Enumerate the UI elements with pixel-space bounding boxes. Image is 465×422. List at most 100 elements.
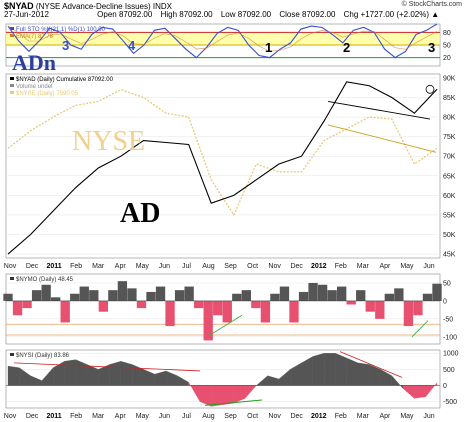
nysi-x-tick-label: Mar [357, 413, 370, 420]
nysi-x-tick-label: Aug [202, 413, 215, 420]
nysi-area-segment [323, 353, 336, 386]
price-tick-label: 45K [443, 252, 456, 259]
nymo-tick-label: 0 [443, 298, 447, 305]
price-x-tick-label: May [400, 263, 414, 270]
wave-label: 1 [265, 40, 272, 55]
nysi-area-segment [64, 359, 76, 386]
nymo-bar [3, 293, 13, 301]
nysi-x-tick-label: 2012 [311, 413, 327, 420]
price-legend-swatch [10, 77, 14, 80]
sto-band [6, 32, 440, 45]
nymo-bar [422, 293, 433, 301]
nymo-bar [270, 293, 280, 301]
nymo-bar [31, 290, 42, 301]
nymo-bar [346, 300, 356, 305]
price-tick-label: 60K [443, 193, 456, 200]
price-panel [5, 73, 441, 259]
nymo-bar [251, 300, 261, 309]
sto-legend-entry: EMA(7) 87.78 [16, 34, 54, 40]
nysi-legend-swatch [10, 353, 14, 356]
nymo-bar [394, 288, 404, 301]
nymo-bar [213, 300, 223, 316]
sto-k-line [7, 23, 438, 59]
sto-legend-entry: Full STO %K(21,1) %D(1) 100.00 [16, 27, 106, 33]
price-legend-swatch [10, 91, 14, 94]
sto-legend-swatch [10, 34, 14, 37]
wave-label: 3 [62, 38, 69, 53]
nymo-bar [60, 300, 70, 323]
nysi-tick-label: -500 [443, 399, 457, 406]
nymo-bar [117, 281, 128, 301]
nymo-bar [241, 290, 251, 301]
annotation-nyse: NYSE [72, 126, 145, 157]
price-tick-label: 55K [443, 212, 456, 219]
wave-label: 3 [428, 40, 435, 55]
nymo-bar [432, 283, 442, 301]
nymo-bar [365, 300, 375, 312]
nymo-bar [356, 290, 366, 301]
price-legend-swatch [10, 84, 14, 87]
price-tick-label: 70K [443, 154, 456, 161]
price-x-tick-label: Feb [335, 263, 347, 270]
nysi-area-segment [357, 362, 370, 386]
chart-title-row: $NYAD (NYSE Advance-Decline Issues) INDX [4, 1, 462, 11]
sto-tick-label: 20 [443, 55, 451, 62]
nysi-x-tick-label: Dec [290, 413, 303, 420]
nymo-bar [298, 291, 309, 301]
price-x-tick-label: Mar [357, 263, 370, 270]
nymo-bar [384, 293, 394, 301]
nymo-bar [184, 286, 194, 301]
nysi-area-segment [346, 357, 359, 386]
price-x-tick-label: Sep [224, 263, 237, 270]
nysi-x-tick-label: Dec [26, 413, 39, 420]
nymo-bar [203, 300, 213, 341]
nymo-bar [308, 282, 318, 301]
nysi-tick-label: 1000 [443, 351, 459, 358]
nymo-legend-entry: $NYMO (Daily) 48.45 [16, 277, 74, 283]
nysi-x-tick-label: Nov [4, 413, 17, 420]
nysi-area-segment [7, 365, 20, 386]
nymo-bar [279, 286, 290, 301]
nysi-area-segment [312, 353, 325, 386]
annotation-ad: AD [120, 198, 160, 229]
nymo-bar [51, 297, 61, 301]
nysi-x-tick-label: Jun [423, 413, 434, 420]
nysi-x-tick-label: May [400, 413, 414, 420]
price-x-tick-label: Feb [70, 263, 82, 270]
stockcharts-credit: © StockCharts.com [401, 1, 462, 8]
nysi-x-tick-label: Apr [115, 413, 127, 420]
nysi-area-segment [222, 385, 234, 405]
price-tick-label: 90K [443, 75, 456, 82]
price-x-tick-label: Mar [92, 263, 105, 270]
symbol: $NYAD [4, 1, 34, 11]
quote-close: Close 87092.00 [279, 10, 336, 19]
nymo-bar [127, 288, 137, 301]
nysi-x-tick-label: Feb [70, 413, 82, 420]
nysi-x-tick-label: May [136, 413, 150, 420]
price-x-tick-label: Jun [159, 263, 170, 270]
nymo-bar [79, 286, 89, 301]
price-x-tick-label: 2011 [47, 263, 62, 270]
price-tick-label: 80K [443, 115, 456, 122]
nysi-support-line [204, 399, 263, 406]
price-x-tick-label: Aug [202, 263, 215, 270]
nymo-bar [136, 300, 147, 309]
nymo-tick-label: -100 [443, 334, 457, 341]
sto-tick-label: 50 [443, 43, 451, 50]
nyad-line [7, 81, 438, 255]
nymo-bar [232, 293, 242, 301]
nysi-area-segment [335, 352, 347, 386]
nymo-bar [165, 300, 175, 327]
price-x-tick-label: Nov [4, 263, 17, 270]
nysi-tick-label: 0 [443, 383, 447, 390]
nymo-legend-swatch [10, 277, 14, 280]
price-x-tick-label: Oct [247, 263, 258, 270]
nymo-divergence-line [209, 314, 243, 336]
nymo-bar [98, 300, 108, 312]
nysi-x-tick-label: Jul [182, 413, 191, 420]
nysi-area-segment [120, 361, 133, 386]
nymo-bar [260, 300, 271, 323]
price-tick-label: 50K [443, 232, 456, 239]
nymo-bar [222, 300, 232, 323]
